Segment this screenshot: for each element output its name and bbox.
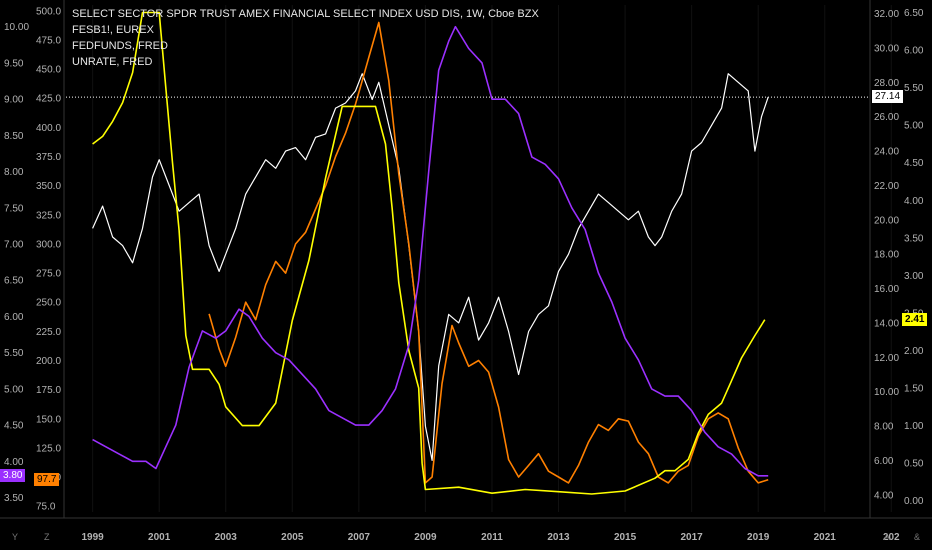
x-tick-label: 2009	[414, 532, 437, 543]
fesb-tick: 375.0	[36, 152, 61, 163]
fedfunds-tick: 6.00	[904, 46, 924, 57]
fesb-tick: 325.0	[36, 210, 61, 221]
fesb-tick: 175.0	[36, 385, 61, 396]
price-tick: 30.00	[874, 43, 899, 54]
x-tick-label: 2013	[547, 532, 570, 543]
legend-fesb[interactable]: FESB1!, EUREX	[72, 24, 154, 36]
fesb-tick: 75.0	[36, 502, 56, 513]
fedfunds-tick: 5.00	[904, 121, 924, 132]
unrate-tick: 8.00	[4, 167, 24, 178]
price-tick: 8.00	[874, 422, 894, 433]
unrate-tick: 7.50	[4, 203, 24, 214]
x-tick-label: 2011	[481, 532, 503, 543]
unrate-tick: 5.50	[4, 348, 24, 359]
chart-legend: SELECT SECTOR SPDR TRUST AMEX FINANCIAL …	[72, 6, 539, 70]
fedfunds-tick: 4.50	[904, 158, 924, 169]
fedfunds-tick: 6.50	[904, 8, 924, 19]
series-line-4	[92, 25, 769, 477]
price-tick: 32.00	[874, 9, 899, 20]
chart-grid	[92, 5, 892, 512]
price-tick: 14.00	[874, 318, 899, 329]
series-line-2	[208, 21, 769, 484]
unrate-tick: 6.00	[4, 312, 24, 323]
price-tick: 18.00	[874, 250, 899, 261]
x-tick-label: 2007	[348, 532, 371, 543]
unrate-axis: 10.00 9.50 9.00 8.50 8.00 7.50 7.00 6.50 6.00 5.5…	[4, 22, 29, 504]
price-tick: 10.00	[874, 387, 899, 398]
fedfunds-tick: 2.00	[904, 346, 924, 357]
price-tick: 22.00	[874, 181, 899, 192]
fesb-tick: 250.0	[36, 298, 61, 309]
price-tick: 20.00	[874, 215, 899, 226]
right-scale-label-b[interactable]: &	[914, 532, 921, 542]
fedfunds-tick: 4.00	[904, 196, 924, 207]
x-tick-label: 2015	[614, 532, 637, 543]
fedfunds-tick: 3.00	[904, 271, 924, 282]
unrate-tick: 9.50	[4, 58, 24, 69]
series-layer	[92, 11, 769, 495]
right-scale-label-a[interactable]: A	[884, 532, 891, 542]
price-tick: 26.00	[874, 112, 899, 123]
fedfunds-tick: 0.00	[904, 496, 924, 507]
unrate-tick: 4.50	[4, 421, 24, 432]
legend-unrate[interactable]: UNRATE, FRED	[72, 56, 153, 68]
legend-fedfunds[interactable]: FEDFUNDS, FRED	[72, 40, 168, 52]
unrate-tick: 7.00	[4, 240, 24, 251]
x-tick-label: 1999	[81, 532, 104, 543]
price-tick: 16.00	[874, 284, 899, 295]
fesb-tick: 450.0	[36, 65, 61, 76]
fesb-tick: 275.0	[36, 269, 61, 280]
x-tick-label: 202	[883, 532, 900, 543]
series-line-1	[92, 73, 769, 461]
time-axis: 1999 2001 2003 2005 2007 2009 2011 2013 2015 2017…	[81, 532, 900, 543]
fesb-tick: 200.0	[36, 356, 61, 367]
unrate-tick: 8.50	[4, 131, 24, 142]
x-tick-label: 2001	[148, 532, 171, 543]
price-tick: 24.00	[874, 147, 899, 158]
fedfunds-tick: 0.50	[904, 459, 924, 470]
left-scale-label-b[interactable]: Z	[44, 532, 50, 542]
legend-main-symbol[interactable]: SELECT SECTOR SPDR TRUST AMEX FINANCIAL …	[72, 8, 539, 20]
fedfunds-badge: 2.41	[902, 312, 928, 326]
left-scale-label-a[interactable]: Y	[12, 532, 19, 542]
unrate-tick: 9.00	[4, 95, 24, 106]
fesb-tick: 225.0	[36, 327, 61, 338]
fedfunds-tick: 3.50	[904, 233, 924, 244]
price-tick: 4.00	[874, 490, 894, 501]
unrate-tick: 6.50	[4, 276, 24, 287]
series-line-3	[92, 11, 766, 495]
fesb-tick: 500.0	[36, 6, 61, 17]
fesb-tick: 475.0	[36, 35, 61, 46]
fesb-tick: 425.0	[36, 94, 61, 105]
x-tick-label: 2017	[681, 532, 704, 543]
fedfunds-tick: 1.50	[904, 384, 924, 395]
unrate-tick: 3.50	[4, 493, 24, 504]
fesb-tick: 300.0	[36, 239, 61, 250]
price-tick: 28.00	[874, 78, 899, 89]
fedfunds-tick: 1.00	[904, 421, 924, 432]
fedfunds-tick: 5.50	[904, 83, 924, 94]
x-tick-label: 2019	[747, 532, 770, 543]
fedfunds-axis: 6.506.005.505.004.504.003.503.002.502.00…	[904, 8, 924, 507]
price-axis: 32.00 30.00 28.00 26.00 24.00 22.00 20.00 18.00…	[874, 9, 899, 501]
price-tick: 12.00	[874, 353, 899, 364]
unrate-badge: 3.80	[0, 468, 26, 482]
unrate-tick: 10.00	[4, 22, 29, 33]
x-tick-label: 2003	[215, 532, 238, 543]
x-tick-label: 2021	[814, 532, 837, 543]
price-badge: 27.14	[872, 90, 904, 104]
fesb-tick: 400.0	[36, 123, 61, 134]
unrate-tick: 4.00	[4, 457, 24, 468]
x-tick-label: 2005	[281, 532, 304, 543]
price-tick: 6.00	[874, 456, 894, 467]
fesb-badge: 97.7	[34, 472, 60, 486]
unrate-tick: 5.00	[4, 384, 24, 395]
fesb-tick: 150.0	[36, 414, 61, 425]
fesb-tick: 350.0	[36, 181, 61, 192]
fesb-tick: 125.0	[36, 443, 61, 454]
